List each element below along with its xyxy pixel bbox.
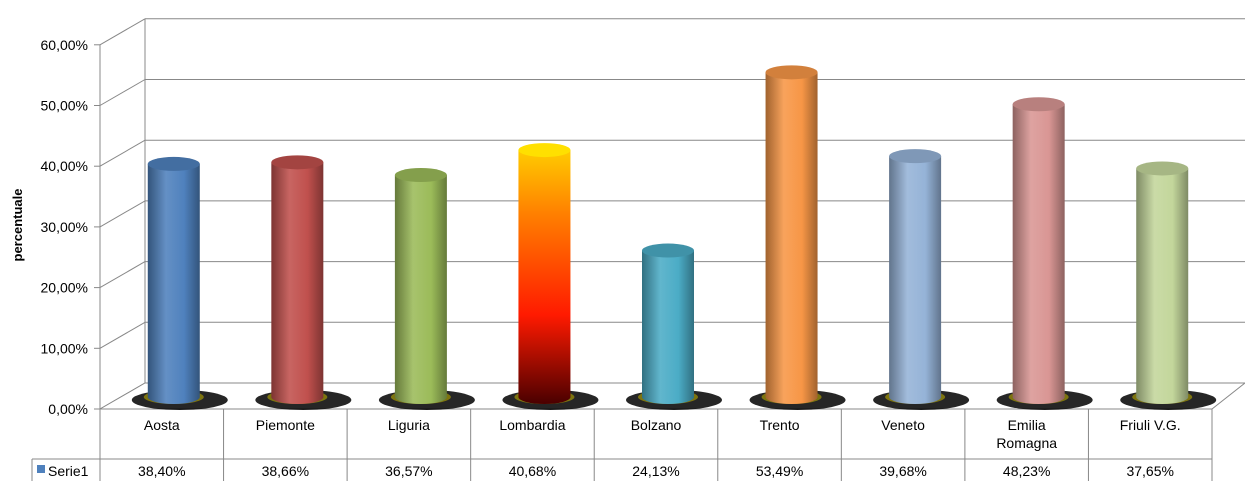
gridline [94,139,1245,167]
data-label: 48,23% [1003,463,1050,479]
bar [873,149,970,410]
data-label: 38,40% [138,463,185,479]
data-label: 37,65% [1126,463,1173,479]
gridline [94,18,1245,46]
y-tick-label: 0,00% [48,401,88,417]
data-label: 38,66% [262,463,309,479]
bar [255,155,352,410]
bar [626,243,722,410]
bar [996,97,1093,410]
y-tick-label: 40,00% [41,158,88,174]
gridline [94,79,1245,106]
bars [131,65,1217,410]
x-tick-label: Veneto [881,417,925,433]
bar [502,143,599,410]
y-tick-label: 20,00% [41,280,88,296]
data-label: 36,57% [385,463,432,479]
y-tick-label: 30,00% [41,219,88,235]
data-table: Aosta 38,40% Piemonte 38,66% Liguria 36,57% Lo… [31,409,1213,481]
x-tick-label: Emilia Romagna [996,417,1057,451]
x-tick-label: Piemonte [256,417,315,433]
data-label: 40,68% [509,463,556,479]
x-tick-label: Trento [760,417,800,433]
x-tick-label: Aosta [144,417,180,433]
y-tick-label: 60,00% [41,37,88,53]
bar [749,65,846,410]
y-tick-label: 10,00% [41,340,88,356]
x-tick-label: Lombardia [499,417,565,433]
data-label: 53,49% [756,463,803,479]
bar [131,156,228,410]
y-tick-label: 50,00% [41,98,88,114]
data-label: 39,68% [879,463,926,479]
legend-label: Serie1 [48,463,89,479]
bar [378,168,475,410]
data-label: 24,13% [632,463,679,479]
x-tick-label: Bolzano [631,417,682,433]
x-tick-label: Liguria [388,417,430,433]
legend-swatch [37,465,45,473]
gridline [94,200,1245,228]
x-tick-label: Friuli V.G. [1120,417,1181,433]
y-axis-label: percentuale [10,189,25,262]
bar [1120,161,1217,410]
